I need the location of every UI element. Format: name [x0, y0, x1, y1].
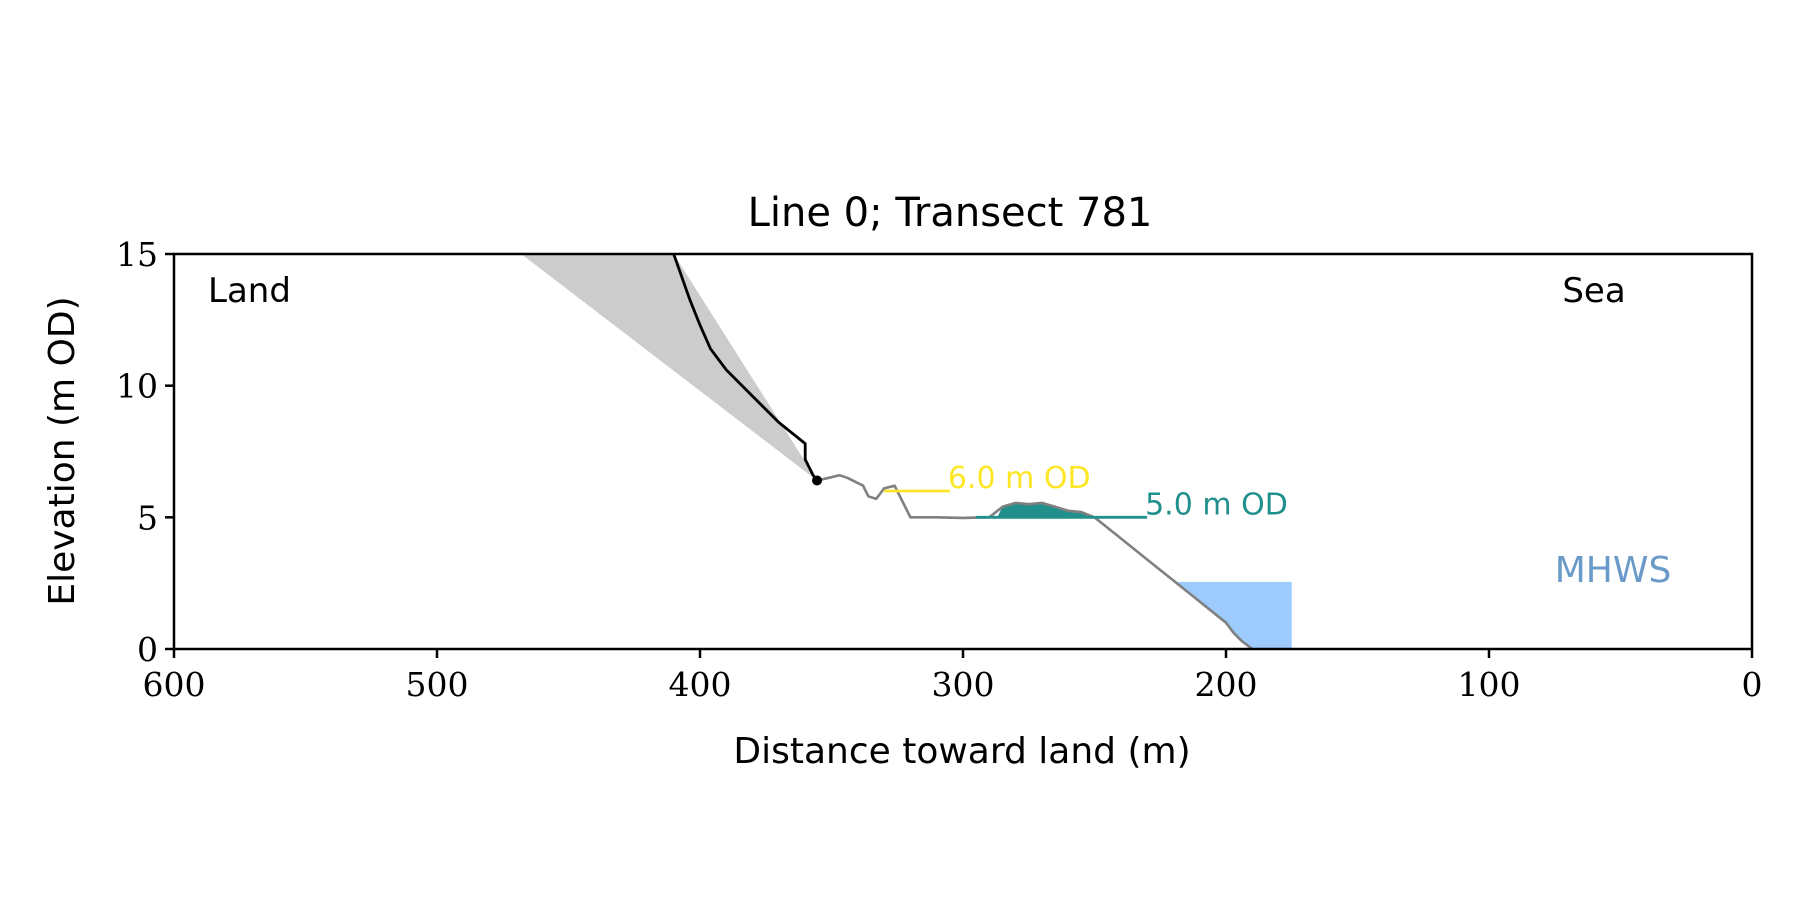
mhws-label: MHWS [1555, 550, 1672, 591]
cliff-profile-line [672, 253, 819, 482]
shaded-wedge [521, 254, 818, 481]
y-tick-label: 10 [116, 367, 158, 406]
reference-label-6m: 6.0 m OD [948, 461, 1091, 496]
land-label: Land [208, 271, 291, 311]
x-tick-label: 500 [406, 665, 469, 704]
x-tick-label: 0 [1742, 665, 1763, 704]
plot-frame [172, 252, 1754, 651]
x-tick-label: 600 [143, 665, 206, 704]
y-tick-label: 15 [116, 235, 158, 274]
dune-fill [997, 502, 1090, 518]
plot-area: 6.0 m OD 5.0 m OD MHWS Land Sea [172, 252, 1754, 651]
x-tick-label: 100 [1458, 665, 1521, 704]
x-axis: 600 500 400 300 200 100 0 [143, 649, 1763, 704]
y-tick-label: 5 [137, 498, 158, 537]
beach-profile-line [816, 473, 1254, 651]
y-axis-label: Elevation (m OD) [42, 296, 83, 605]
x-tick-label: 200 [1195, 665, 1258, 704]
x-axis-label: Distance toward land (m) [733, 731, 1190, 772]
x-tick-label: 400 [669, 665, 732, 704]
cliff-toe-marker [812, 475, 823, 486]
x-tick-label: 300 [932, 665, 995, 704]
y-tick-label: 0 [137, 630, 158, 669]
reference-label-5m: 5.0 m OD [1145, 487, 1288, 522]
sea-label: Sea [1562, 271, 1625, 311]
y-axis: 0 5 10 15 [116, 235, 174, 669]
mhws-band [1175, 581, 1292, 649]
chart-title: Line 0; Transect 781 [748, 190, 1153, 236]
